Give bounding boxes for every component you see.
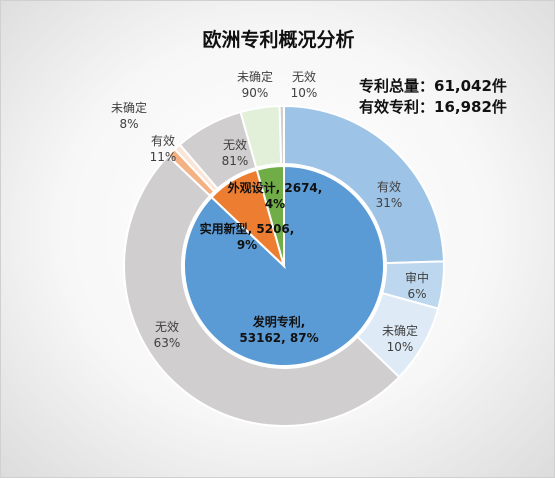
total-patents-label: 专利总量：61,042件: [359, 77, 507, 95]
outer-label-3: 无效 63%: [154, 319, 181, 350]
outer-label-8: 无效 10%: [291, 69, 318, 100]
chart-title: 欧洲专利概况分析: [202, 29, 355, 51]
outer-slice-3: [123, 154, 401, 428]
inner-label-1: 实用新型, 5206, 9%: [200, 221, 295, 252]
outer-label-7: 未确定 90%: [237, 69, 273, 100]
valid-patents-label: 有效专利：16,982件: [359, 98, 507, 116]
inner-label-0: 发明专利, 53162, 87%: [239, 314, 318, 345]
outer-label-5: 未确定 8%: [111, 100, 147, 131]
inner-label-2: 外观设计, 2674, 4%: [228, 180, 323, 211]
outer-label-2: 未确定 10%: [382, 323, 418, 354]
outer-label-6: 无效 81%: [222, 137, 249, 168]
outer-label-1: 审中 6%: [405, 270, 429, 301]
outer-label-4: 有效 11%: [150, 133, 177, 164]
outer-slice-8: [278, 104, 285, 166]
inner-slice-2: [255, 164, 285, 267]
outer-slice-0: [283, 104, 445, 265]
summary-box: 专利总量：61,042件 有效专利：16,982件: [359, 76, 507, 118]
outer-label-0: 有效 31%: [376, 179, 403, 210]
